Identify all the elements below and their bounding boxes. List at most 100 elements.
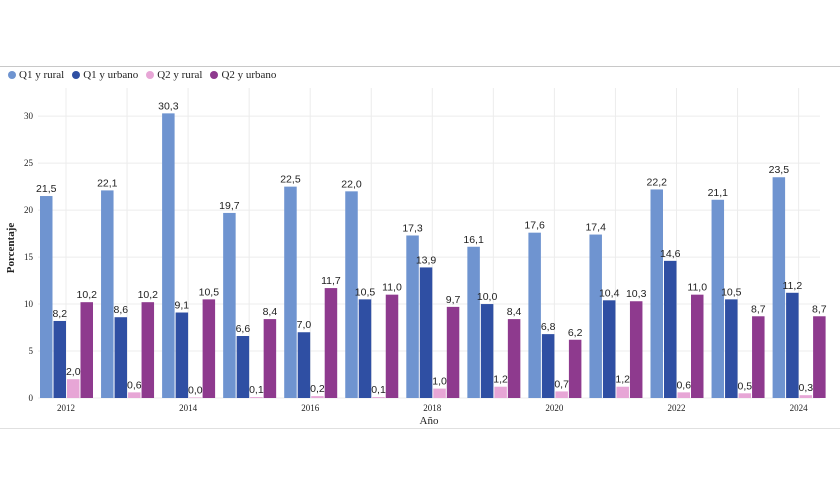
y-tick-label: 30 <box>24 111 34 121</box>
bar-q2-y-urbano <box>629 301 643 398</box>
data-label: 0,6 <box>676 379 691 391</box>
bar-q2-y-rural <box>738 393 752 398</box>
x-axis-title: Año <box>420 415 439 427</box>
legend-label: Q1 y rural <box>19 69 65 81</box>
bar-q1-y-urbano <box>602 300 616 398</box>
x-tick-label: 2012 <box>57 403 75 413</box>
top-divider <box>0 66 840 67</box>
data-label: 10,2 <box>138 289 159 301</box>
bottom-divider <box>0 428 840 429</box>
bar-q2-y-urbano <box>385 294 399 398</box>
bar-q2-y-urbano <box>691 294 704 398</box>
data-label: 6,8 <box>541 321 556 333</box>
data-label: 10,3 <box>626 288 647 300</box>
bar-q1-y-urbano <box>725 299 738 398</box>
data-label: 16,1 <box>463 234 484 246</box>
bar-q2-y-urbano <box>507 319 521 398</box>
bar-q2-y-rural <box>494 386 507 398</box>
data-label: 11,0 <box>382 282 402 294</box>
x-tick-label: 2018 <box>423 403 442 413</box>
legend-swatch <box>146 71 155 79</box>
data-label: 2,0 <box>66 366 81 378</box>
data-label: 0,3 <box>799 382 814 394</box>
legend-label: Q2 y urbano <box>221 69 277 81</box>
bar-q1-y-urbano <box>53 320 66 398</box>
data-label: 8,6 <box>113 304 128 316</box>
data-label: 8,4 <box>263 306 278 318</box>
data-label: 8,7 <box>751 303 766 315</box>
data-label: 11,2 <box>783 280 803 292</box>
data-label: 11,7 <box>321 275 341 287</box>
data-label: 0,6 <box>127 379 142 391</box>
data-label: 1,0 <box>432 376 447 388</box>
bar-q1-y-rural <box>101 190 114 398</box>
bar-q1-y-urbano <box>664 260 677 398</box>
data-label: 6,2 <box>568 327 583 339</box>
bar-q1-y-urbano <box>297 332 311 398</box>
bar-q1-y-rural <box>345 191 358 398</box>
y-tick-label: 10 <box>24 299 34 309</box>
data-label: 10,2 <box>77 289 98 301</box>
bar-q1-y-urbano <box>786 292 799 398</box>
y-tick-label: 20 <box>24 205 34 215</box>
bar-q1-y-rural <box>40 196 53 398</box>
legend-swatch <box>210 71 219 79</box>
y-tick-label: 0 <box>29 393 34 403</box>
bar-q2-y-urbano <box>263 319 277 398</box>
data-label: 8,4 <box>507 306 522 318</box>
bar-q2-y-rural <box>250 397 263 398</box>
data-label: 0,0 <box>188 384 203 396</box>
data-label: 7,0 <box>297 319 312 331</box>
data-label: 10,4 <box>599 287 620 299</box>
bar-q2-y-urbano <box>752 316 765 398</box>
bar-q2-y-rural <box>433 388 446 398</box>
bar-q2-y-urbano <box>446 306 460 398</box>
data-label: 17,3 <box>402 222 423 234</box>
bar-q1-y-urbano <box>541 334 555 398</box>
y-tick-label: 5 <box>29 346 34 356</box>
data-label: 8,7 <box>812 303 827 315</box>
data-label: 23,5 <box>769 164 790 176</box>
data-label: 0,5 <box>737 380 752 392</box>
bar-q2-y-rural <box>67 379 80 398</box>
bar-q2-y-rural <box>799 395 813 398</box>
bar-q1-y-rural <box>467 246 480 398</box>
bar-q2-y-urbano <box>813 316 826 398</box>
bar-q1-y-rural <box>711 199 725 398</box>
data-label: 17,6 <box>524 220 545 232</box>
x-tick-label: 2022 <box>668 403 686 413</box>
data-label: 0,7 <box>554 378 569 390</box>
bar-q1-y-urbano <box>175 312 189 398</box>
data-label: 21,5 <box>36 183 57 195</box>
bar-q2-y-rural <box>311 396 324 398</box>
bar-q1-y-rural <box>162 113 175 398</box>
legend-item: Q1 y rural <box>8 69 64 81</box>
bar-q1-y-urbano <box>358 299 372 398</box>
data-label: 30,3 <box>158 100 179 112</box>
bar-q2-y-urbano <box>324 288 338 398</box>
data-label: 0,1 <box>371 384 386 396</box>
legend-swatch <box>8 71 16 79</box>
bar-q2-y-urbano <box>202 299 216 398</box>
data-label: 22,1 <box>97 177 118 189</box>
data-label: 17,4 <box>585 222 606 234</box>
data-label: 14,6 <box>660 248 681 260</box>
bar-q2-y-rural <box>372 397 385 398</box>
data-label: 1,2 <box>615 374 630 386</box>
data-label: 22,2 <box>647 176 668 188</box>
data-label: 21,1 <box>708 187 729 199</box>
bar-q1-y-rural <box>284 186 297 398</box>
data-label: 22,5 <box>280 174 301 186</box>
y-tick-label: 15 <box>24 252 34 262</box>
bar-q1-y-rural <box>406 235 419 398</box>
bar-q1-y-rural <box>589 234 602 398</box>
y-axis-title: Porcentaje <box>5 223 17 274</box>
bar-q1-y-urbano <box>114 317 128 398</box>
data-label: 10,5 <box>199 286 220 298</box>
x-tick-label: 2016 <box>301 403 320 413</box>
data-label: 8,2 <box>52 308 67 320</box>
bar-q1-y-urbano <box>419 267 433 398</box>
legend-item: Q2 y rural <box>146 69 202 81</box>
bar-q2-y-rural <box>616 386 629 398</box>
